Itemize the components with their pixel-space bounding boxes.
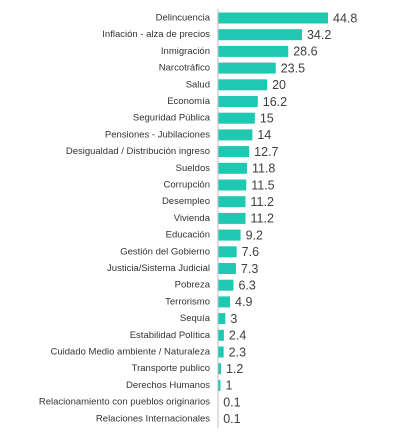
category-label: Derechos Humanos bbox=[126, 380, 210, 391]
category-label: Corrupción bbox=[164, 180, 210, 191]
category-label: Sueldos bbox=[176, 163, 211, 174]
category-label: Narcotráfico bbox=[159, 63, 210, 74]
bar bbox=[218, 379, 221, 391]
category-label: Terrorismo bbox=[165, 296, 210, 307]
bar bbox=[218, 313, 226, 325]
category-label: Seguridad Pública bbox=[133, 113, 211, 124]
category-label: Transporte publico bbox=[132, 363, 210, 374]
category-label: Pobreza bbox=[175, 280, 211, 291]
category-label: Relacionamiento con pueblos originarios bbox=[39, 397, 210, 408]
value-label: 28.6 bbox=[293, 45, 317, 59]
category-label: Estabilidad Política bbox=[130, 330, 211, 341]
value-label: 11.8 bbox=[252, 162, 275, 176]
bar bbox=[218, 246, 237, 258]
bar bbox=[218, 62, 276, 74]
bar bbox=[218, 346, 224, 358]
value-label: 23.5 bbox=[281, 61, 305, 75]
value-label: 0.1 bbox=[223, 395, 240, 409]
category-label: Salud bbox=[186, 79, 210, 90]
category-label: Delincuencia bbox=[156, 13, 211, 24]
category-label: Educación bbox=[166, 230, 210, 241]
category-label: Vivienda bbox=[174, 213, 211, 224]
category-label: Economía bbox=[167, 96, 210, 107]
category-label: Sequía bbox=[180, 313, 211, 324]
bar bbox=[218, 263, 236, 274]
bar bbox=[218, 363, 221, 375]
category-label: Desigualdad / Distribución ingreso bbox=[66, 146, 210, 157]
bar bbox=[218, 212, 246, 224]
value-label: 11.2 bbox=[251, 212, 274, 226]
value-label: 3 bbox=[230, 312, 237, 326]
bar bbox=[218, 296, 231, 308]
value-label: 16.2 bbox=[263, 95, 287, 109]
value-label: 1 bbox=[225, 379, 232, 393]
value-label: 0.1 bbox=[223, 412, 240, 426]
bar bbox=[218, 29, 302, 41]
value-label: 20 bbox=[272, 78, 286, 92]
value-label: 15 bbox=[260, 111, 274, 125]
value-label: 11.5 bbox=[251, 178, 274, 192]
value-label: 7.6 bbox=[242, 245, 259, 259]
value-label: 9.2 bbox=[246, 228, 263, 242]
value-label: 2.4 bbox=[229, 329, 246, 343]
value-label: 14 bbox=[257, 128, 271, 142]
bar bbox=[218, 96, 258, 107]
value-label: 34.2 bbox=[307, 28, 331, 42]
category-label: Relaciones Internacionales bbox=[96, 413, 210, 424]
bar bbox=[218, 112, 255, 124]
bar bbox=[218, 179, 247, 191]
value-label: 4.9 bbox=[235, 295, 252, 309]
value-label: 1.2 bbox=[226, 362, 243, 376]
bar bbox=[218, 79, 268, 91]
value-label: 11.2 bbox=[251, 195, 274, 209]
bar bbox=[218, 329, 224, 341]
bar bbox=[218, 229, 241, 241]
category-label: Gestión del Gobierno bbox=[120, 246, 210, 257]
category-label: Pensiones - Jubilaciones bbox=[105, 129, 210, 140]
category-label: Cuidado Medio ambiente / Naturaleza bbox=[51, 347, 211, 358]
bar bbox=[218, 146, 250, 158]
bar bbox=[218, 279, 234, 291]
category-label: Inflación - alza de precios bbox=[102, 29, 210, 40]
value-label: 44.8 bbox=[333, 11, 357, 25]
bar bbox=[218, 12, 328, 24]
value-label: 6.3 bbox=[238, 278, 255, 292]
bar bbox=[218, 196, 246, 208]
category-label: Justicia/Sistema Judicial bbox=[107, 263, 210, 274]
bar bbox=[218, 162, 247, 174]
category-label: Inmigración bbox=[161, 46, 210, 57]
bar bbox=[218, 45, 289, 57]
value-label: 12.7 bbox=[254, 145, 278, 159]
category-label: Desempleo bbox=[162, 196, 210, 207]
value-label: 2.3 bbox=[229, 345, 246, 359]
bar bbox=[218, 129, 253, 141]
value-label: 7.3 bbox=[241, 262, 258, 276]
